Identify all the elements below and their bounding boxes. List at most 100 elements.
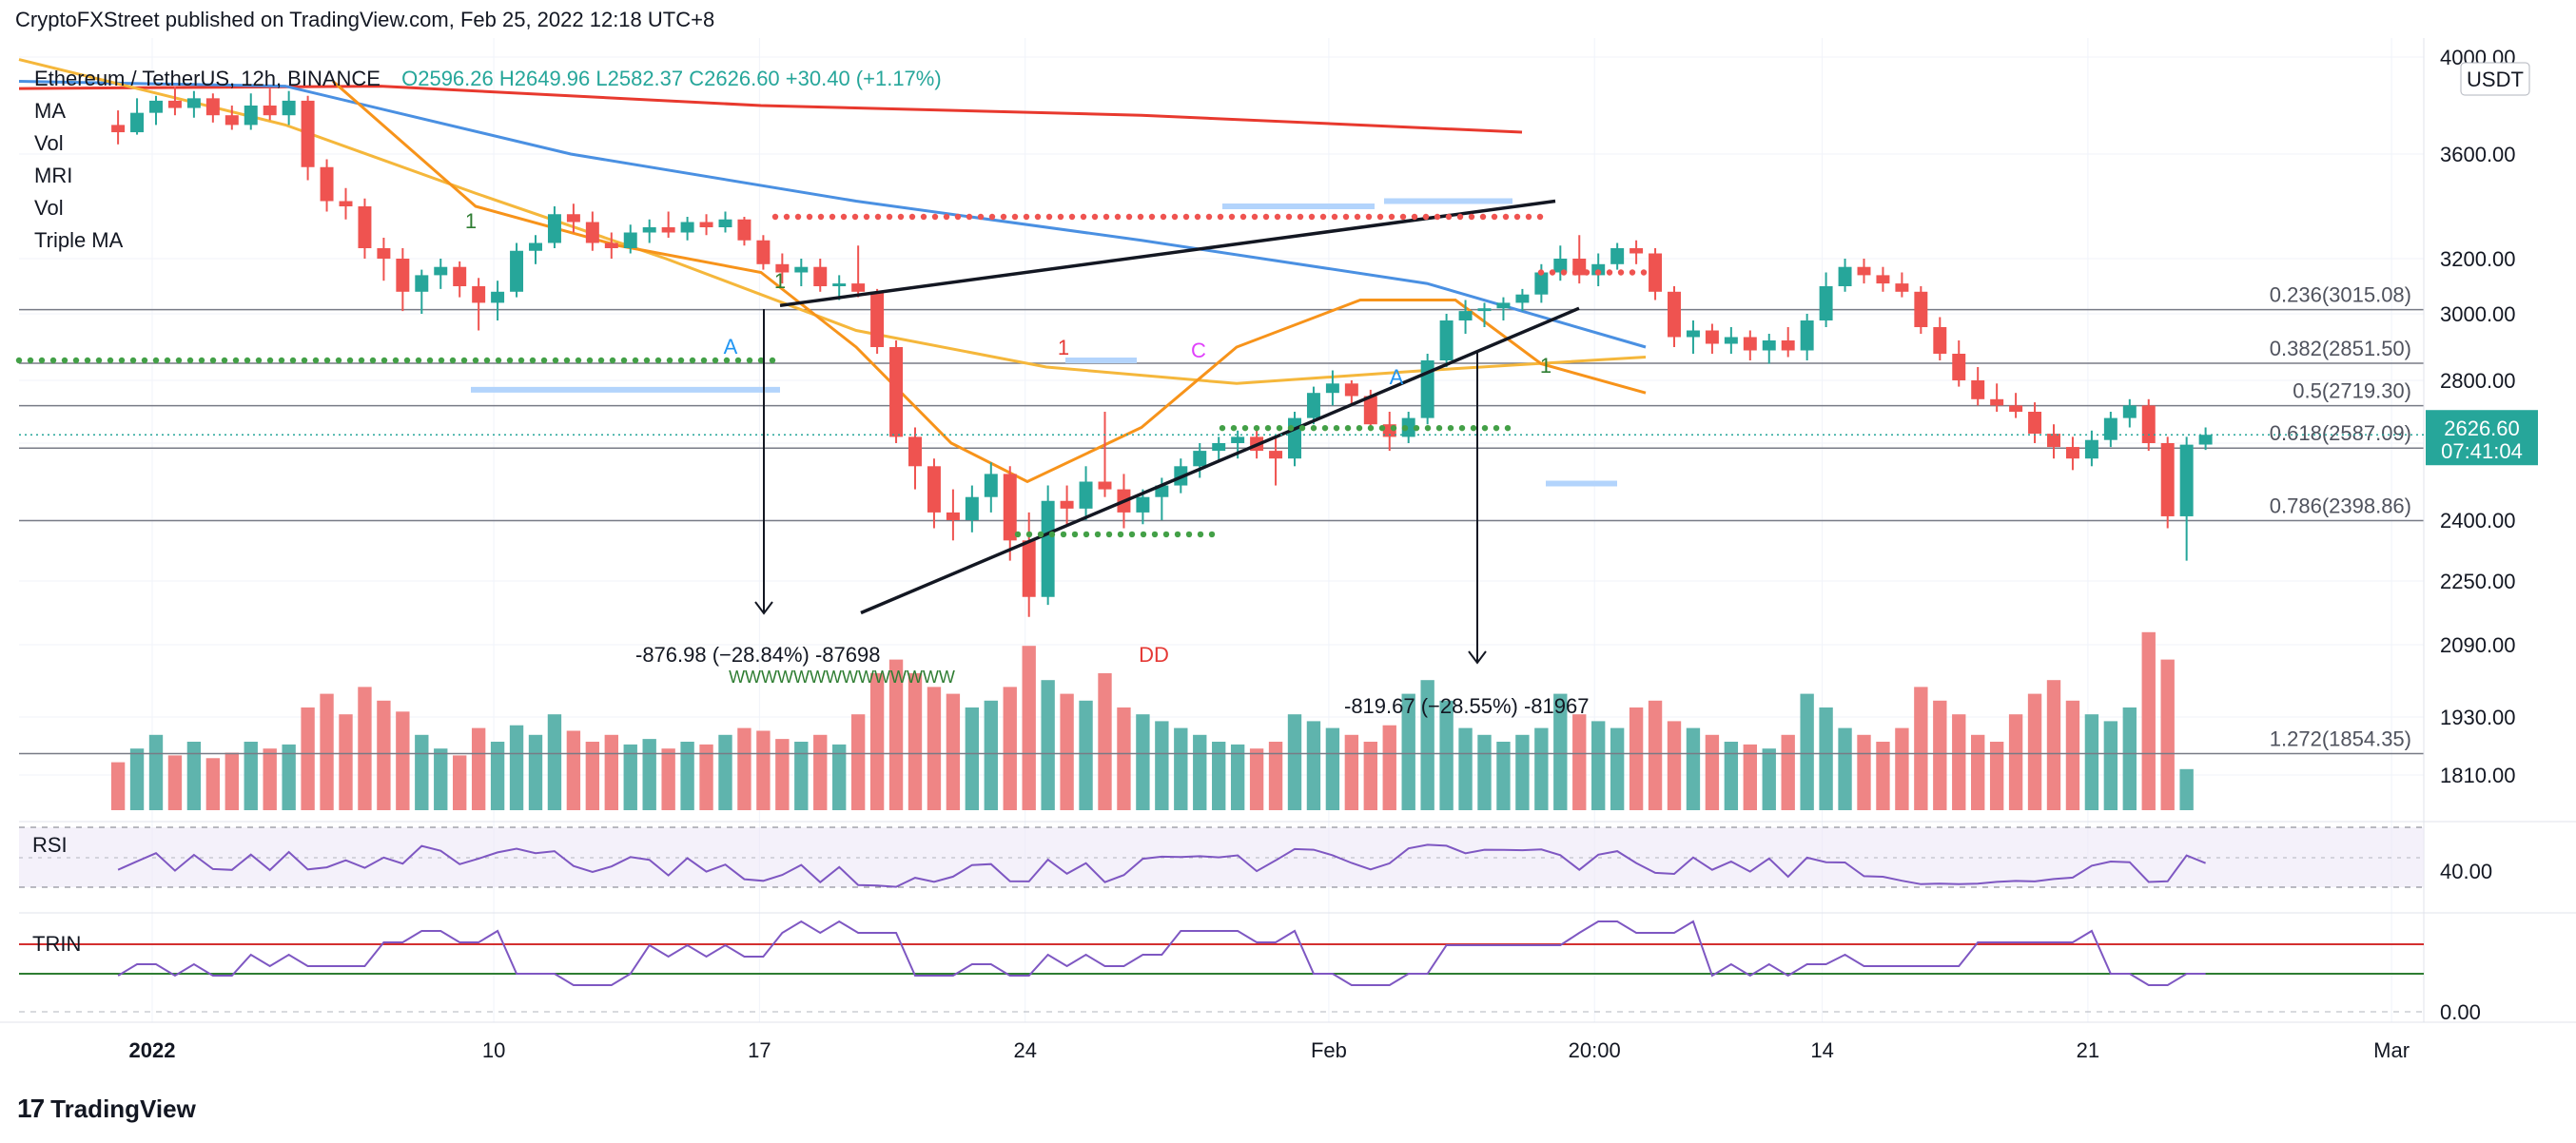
chart-marker-1: 1: [774, 269, 786, 293]
dot: [1068, 213, 1076, 221]
candle-body: [1838, 266, 1852, 286]
candle-body: [775, 263, 790, 273]
chart-marker-1: 1: [1540, 354, 1551, 378]
dot: [575, 357, 582, 364]
dot: [438, 357, 445, 364]
dot: [1262, 213, 1270, 221]
dot: [1274, 213, 1281, 221]
volume-bar: [528, 734, 543, 810]
candle-body: [2122, 405, 2137, 418]
dot: [1468, 213, 1475, 221]
candle-body: [149, 100, 163, 113]
chart-marker-a: A: [1390, 365, 1404, 389]
candle-body: [2141, 405, 2156, 443]
dot: [886, 213, 893, 221]
indicator-vol[interactable]: Vol: [34, 131, 64, 155]
volume-bar: [547, 714, 562, 810]
candle-body: [377, 248, 391, 259]
measurement-label-2: -819.67 (−28.55%) -81967: [1344, 694, 1589, 718]
tradingview-footer[interactable]: 17 TradingView: [17, 1094, 196, 1124]
fib-level-label: 0.382(2851.50): [2270, 337, 2411, 360]
measure-arrow-2-head: [1468, 650, 1487, 665]
dot: [1606, 269, 1613, 276]
dot: [1342, 213, 1350, 221]
volume-bar: [1895, 727, 1909, 810]
last-price-badge: [2426, 410, 2538, 466]
volume-bar: [434, 748, 448, 810]
dot: [1537, 269, 1545, 276]
dot: [1376, 213, 1384, 221]
dot: [1424, 424, 1432, 432]
indicator-mri[interactable]: MRI: [34, 164, 73, 187]
price-axis-tick: 1930.00: [2440, 706, 2516, 729]
dot: [829, 213, 836, 221]
volume-bar: [566, 730, 581, 810]
indicator-triple-ma[interactable]: Triple MA: [34, 228, 124, 252]
dot: [1057, 213, 1064, 221]
dot: [723, 357, 731, 364]
dot: [1479, 213, 1487, 221]
volume-bar: [661, 748, 675, 810]
indicator-vol-2[interactable]: Vol: [34, 196, 64, 220]
volume-bar: [1268, 742, 1283, 810]
volume-bar: [1800, 693, 1814, 810]
volume-bar: [946, 693, 961, 810]
volume-bar: [1819, 707, 1833, 810]
candle-body: [1857, 266, 1871, 276]
volume-bar: [1591, 721, 1606, 810]
indicator-ma[interactable]: MA: [34, 99, 66, 123]
candle-body: [965, 496, 979, 520]
volume-bar: [415, 734, 429, 810]
dot: [15, 357, 23, 364]
dot: [1513, 213, 1521, 221]
dot: [1549, 269, 1556, 276]
volume-bar: [1439, 700, 1454, 810]
dot: [1435, 424, 1443, 432]
dot: [586, 357, 594, 364]
candle-body: [1079, 481, 1093, 509]
dot: [323, 357, 331, 364]
volume-bar: [1363, 742, 1377, 810]
chart-marker-1: 1: [465, 209, 477, 233]
dot: [563, 357, 571, 364]
dot: [771, 213, 779, 221]
measure-arrow-1-head: [754, 601, 773, 615]
dot: [517, 357, 525, 364]
price-axis-tick: 3000.00: [2440, 302, 2516, 326]
dot: [943, 213, 950, 221]
dot: [874, 213, 882, 221]
symbol-title[interactable]: Ethereum / TetherUS, 12h, BINANCE: [34, 67, 381, 90]
volume-bar: [301, 707, 315, 810]
volume-bar: [756, 730, 771, 810]
dot: [61, 357, 68, 364]
price-axis-tick: 3200.00: [2440, 247, 2516, 271]
volume-bar: [244, 742, 258, 810]
dot: [1276, 424, 1283, 432]
volume-bar: [339, 714, 353, 810]
candle-body: [1800, 320, 1814, 351]
dot: [1071, 531, 1079, 538]
volume-bar: [1325, 727, 1340, 810]
candle-body: [1610, 248, 1625, 264]
candle-body: [1724, 337, 1738, 344]
dot: [449, 357, 457, 364]
dot: [1083, 531, 1090, 538]
volume-bar: [167, 755, 183, 810]
fib-level-label: 0.5(2719.30): [2293, 379, 2411, 403]
volume-bar: [965, 707, 980, 810]
candle-body: [1819, 286, 1833, 320]
candle-body: [472, 286, 486, 303]
volume-bar: [1003, 687, 1017, 810]
dot: [734, 357, 742, 364]
candle-body: [699, 222, 713, 227]
candle-body: [1781, 340, 1795, 351]
candle-body: [453, 266, 467, 286]
dot: [289, 357, 297, 364]
dot: [1171, 213, 1179, 221]
candle-body: [1363, 396, 1377, 425]
dot: [1536, 213, 1544, 221]
dot: [1023, 213, 1030, 221]
volume-bar: [984, 700, 998, 810]
